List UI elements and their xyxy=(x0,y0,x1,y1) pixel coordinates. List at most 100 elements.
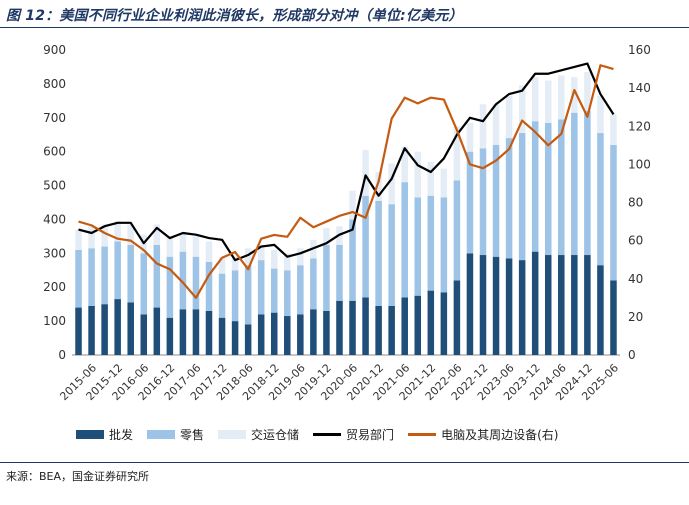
right-y-tick-label: 100 xyxy=(628,157,651,171)
bar-wholesale xyxy=(544,255,552,355)
bar-retail xyxy=(75,249,82,308)
bar-wholesale xyxy=(101,304,108,355)
bar-wholesale xyxy=(610,280,617,355)
bar-retail xyxy=(218,273,226,318)
bar-retail xyxy=(571,112,578,256)
bar-retail xyxy=(401,182,408,298)
bar-transport xyxy=(531,77,539,122)
bar-retail xyxy=(336,244,343,301)
bar-transport xyxy=(544,80,552,123)
bar-transport xyxy=(218,256,226,274)
bar-wholesale xyxy=(127,302,134,355)
combo-chart: 0 100 200 300 400 500 600 700 800 900 0 20 40 60 80 10… xyxy=(43,43,651,403)
legend-label-electronics: 电脑及其周边设备(右) xyxy=(441,427,559,442)
bar-retail xyxy=(270,268,278,313)
bar-transport xyxy=(205,241,213,262)
bar-wholesale xyxy=(114,299,121,355)
bar-retail xyxy=(192,256,200,310)
bar-retail xyxy=(101,246,108,305)
bar-transport xyxy=(166,236,174,257)
bar-wholesale xyxy=(284,316,291,355)
bar-retail xyxy=(453,180,461,281)
bar-wholesale xyxy=(440,292,448,355)
bar-retail xyxy=(257,260,265,315)
bar-retail xyxy=(531,121,539,252)
source-note: 来源：BEA，国金证券研究所 xyxy=(6,470,150,483)
legend-item-retail: 零售 xyxy=(147,426,204,443)
legend-item-electronics: 电脑及其周边设备(右) xyxy=(408,426,558,443)
legend-label-trade: 贸易部门 xyxy=(346,427,395,442)
bar-wholesale xyxy=(218,317,226,355)
legend-item-trade: 贸易部门 xyxy=(313,426,394,443)
bar-wholesale xyxy=(558,255,565,355)
bar-retail xyxy=(310,258,317,310)
bar-retail xyxy=(610,144,617,281)
x-axis: 2015-062015-122016-062016-122017-062017-… xyxy=(57,361,621,403)
bar-transport xyxy=(244,248,252,266)
title-divider xyxy=(0,27,689,28)
legend-swatch-trade xyxy=(313,432,342,436)
bar-wholesale xyxy=(244,324,252,355)
bar-wholesale xyxy=(179,309,187,355)
bar-retail xyxy=(558,119,565,256)
bar-transport xyxy=(558,75,565,120)
bar-retail xyxy=(518,133,526,261)
right-y-tick-label: 160 xyxy=(628,43,651,57)
left-y-tick-label: 200 xyxy=(43,280,66,294)
bar-retail xyxy=(505,138,513,259)
bar-wholesale xyxy=(401,297,408,355)
bar-wholesale xyxy=(414,295,422,355)
right-y-tick-label: 120 xyxy=(628,119,651,133)
bar-transport xyxy=(270,249,278,269)
electronics-line xyxy=(78,64,614,299)
right-y-tick-label: 80 xyxy=(628,196,643,210)
bar-retail xyxy=(140,253,148,315)
legend-label-transport: 交运仓储 xyxy=(251,427,300,442)
bar-retail xyxy=(375,200,382,306)
bar-transport xyxy=(492,104,500,145)
bar-transport xyxy=(414,151,422,198)
bar-retail xyxy=(166,256,174,318)
chart-title: 图 12：美国不同行业企业利润此消彼长，形成部分对冲（单位:亿美元） xyxy=(6,8,463,24)
line-series-group xyxy=(78,62,615,299)
bar-transport xyxy=(453,126,461,181)
bar-transport xyxy=(466,122,474,152)
bar-wholesale xyxy=(531,251,539,355)
bar-transport xyxy=(388,163,395,205)
bar-retail xyxy=(544,122,552,256)
bar-retail xyxy=(414,197,422,296)
bar-retail xyxy=(349,219,356,301)
bar-transport xyxy=(153,224,161,245)
left-y-tick-label: 300 xyxy=(43,246,66,260)
bar-retail xyxy=(153,244,161,308)
bar-retail xyxy=(179,251,187,310)
left-y-tick-label: 900 xyxy=(43,43,66,57)
bar-retail xyxy=(88,248,95,306)
bar-retail xyxy=(466,151,474,254)
bar-wholesale xyxy=(388,305,395,355)
bar-wholesale xyxy=(270,312,278,355)
bar-transport xyxy=(127,224,134,245)
bar-wholesale xyxy=(349,300,356,355)
bar-retail xyxy=(244,265,252,325)
bar-retail xyxy=(388,204,395,306)
bar-transport xyxy=(440,168,448,198)
bar-wholesale xyxy=(597,265,604,355)
bar-retail xyxy=(205,261,213,311)
bar-transport xyxy=(297,248,304,266)
bar-retail xyxy=(297,265,304,315)
bar-wholesale xyxy=(323,310,330,355)
left-y-tick-label: 700 xyxy=(43,111,66,125)
left-y-tick-label: 0 xyxy=(58,348,66,362)
legend-label-retail: 零售 xyxy=(180,427,205,442)
right-y-tick-label: 60 xyxy=(628,234,643,248)
bar-retail xyxy=(479,148,487,256)
bar-retail xyxy=(427,195,435,291)
bar-transport xyxy=(375,172,382,201)
bar-retail xyxy=(440,197,448,293)
bar-transport xyxy=(571,77,578,113)
bar-wholesale xyxy=(153,307,161,355)
bar-retail xyxy=(323,244,330,311)
bar-series-group xyxy=(75,72,617,355)
left-y-axis: 0 100 200 300 400 500 600 700 800 900 xyxy=(43,43,66,362)
